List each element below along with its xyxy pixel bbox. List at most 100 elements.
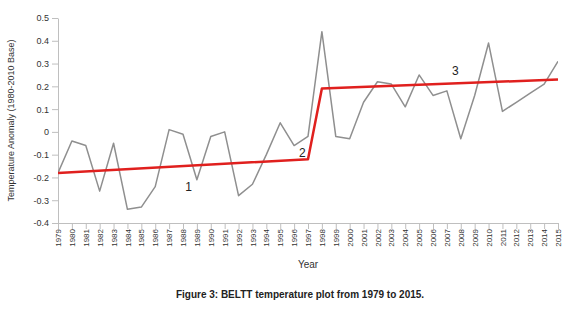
y-tick: -0.1 [33,150,58,160]
x-tick: 1986 [151,223,160,247]
x-tick-mark [169,223,170,229]
x-tick-label: 1982 [96,228,105,246]
x-tick-label: 1988 [179,228,188,246]
x-tick-label: 2000 [346,228,355,246]
x-tick-mark [475,223,476,229]
title: Figure 3: BELTT temperature plot from 19… [176,289,424,300]
y-tick-label: -0.1 [33,150,49,160]
y-axis: -0.4-0.3-0.2-0.100.10.20.30.40.5 [33,13,58,228]
x-tick-label: 1986 [151,228,160,246]
x-tick-mark [58,223,59,229]
x-tick-mark [322,223,323,229]
x-tick-label: 2006 [429,228,438,246]
x-tick-label: 1980 [68,228,77,246]
x-tick-label: 2004 [401,228,410,246]
y-tick-mark [52,200,58,201]
x-tick-mark [461,223,462,229]
y-tick-mark [52,155,58,156]
x-tick-mark [239,223,240,229]
x-tick-mark [197,223,198,229]
y-tick: 0.1 [36,104,58,114]
x-tick: 1980 [68,223,77,247]
x-tick-mark [294,223,295,229]
x-tick: 1988 [179,223,188,247]
y-tick: -0.2 [33,173,58,183]
x-tick-mark [280,223,281,229]
x-tick-mark [127,223,128,229]
x-tick-label: 1992 [235,228,244,246]
x-tick-mark [516,223,517,229]
y-tick-label: 0.5 [36,13,49,23]
x-tick: 1992 [235,223,244,247]
x-tick-mark [211,223,212,229]
x-tick-mark [489,223,490,229]
x-tick-mark [308,223,309,229]
x-tick: 2011 [499,223,508,246]
x-tick: 1979 [54,223,63,247]
y-tick-mark [52,132,58,133]
x-tick-label: 1990 [207,228,216,246]
x-tick-mark [252,223,253,229]
x-tick-mark [530,223,531,229]
x-tick: 2014 [540,223,549,247]
x-tick: 2001 [360,223,369,247]
x-tick-label: 2011 [499,228,508,246]
x-axis: 1979 1980 1981 1982 1983 1984 1985 1986 1987 1988… [54,223,563,247]
x-tick-label: 1989 [193,228,202,246]
y-tick-label: -0.3 [33,196,49,206]
x-tick-mark [225,223,226,229]
x-tick-mark [350,223,351,229]
x-tick-label: 1987 [165,228,174,246]
x-tick-label: 2012 [512,228,521,246]
x-tick-label: 2008 [457,228,466,246]
y-tick-label: 0 [44,127,49,137]
y-tick-mark [52,223,58,224]
x-tick: 2007 [443,223,452,247]
x-tick: 2008 [457,223,466,247]
x-tick-label: 2010 [485,228,494,246]
x-tick-mark [391,223,392,229]
y-tick-mark [52,41,58,42]
x-tick: 1981 [82,223,91,247]
x-tick-mark [447,223,448,229]
x-tick: 1998 [318,223,327,247]
annotation: 3 [452,64,459,78]
x-tick-mark [419,223,420,229]
x-tick: 1984 [124,223,133,247]
chart: -0.4-0.3-0.2-0.100.10.20.30.40.519791980… [0,0,572,313]
x-tick-label: 2015 [554,228,563,246]
y-tick-mark [52,177,58,178]
x-tick: 2012 [512,223,521,247]
x-tick-label: 1983 [110,228,119,246]
x-tick-mark [377,223,378,229]
x-axis-title: Year [298,259,319,270]
x-tick-label: 2003 [387,228,396,246]
x-tick-mark [405,223,406,229]
x-tick: 1993 [249,223,258,247]
x-tick: 1991 [221,223,230,247]
annotations: 123 [185,64,459,194]
x-tick: 2009 [471,223,480,247]
x-tick-label: 1996 [290,228,299,246]
x-tick-label: 1979 [54,228,63,246]
x-tick: 1996 [290,223,299,247]
y-tick-label: 0.1 [36,104,49,114]
plot-area [58,32,558,210]
x-tick: 2015 [554,223,563,247]
y-axis-line [58,19,59,224]
y-axis-title: Temperature Anomaly (1980-2010 Base) [6,39,16,201]
x-tick-mark [86,223,87,229]
y-tick: 0.5 [36,13,58,23]
x-tick-mark [544,223,545,229]
x-tick-label: 2007 [443,228,452,246]
x-tick: 2002 [374,223,383,247]
x-tick-mark [502,223,503,229]
x-tick-mark [141,223,142,229]
x-tick-mark [100,223,101,229]
y-tick: 0 [44,127,58,137]
x-tick: 2003 [387,223,396,247]
x-tick-mark [266,223,267,229]
x-tick: 2006 [429,223,438,247]
annotation: 2 [299,146,306,160]
x-tick-label: 1985 [137,228,146,246]
